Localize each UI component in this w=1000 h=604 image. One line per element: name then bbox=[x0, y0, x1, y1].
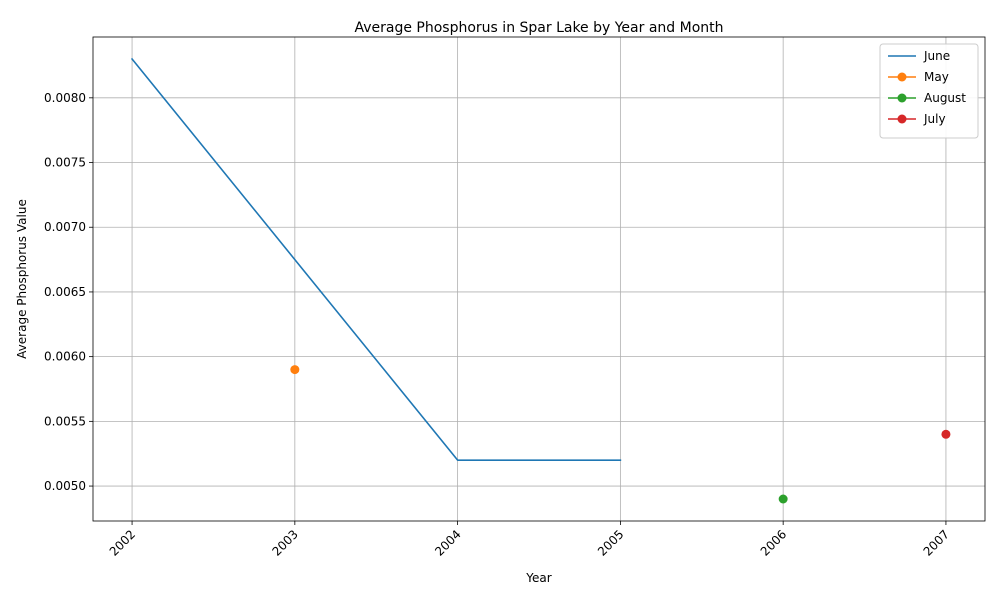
legend-marker-july bbox=[897, 114, 907, 124]
x-axis-label: Year bbox=[525, 571, 551, 585]
legend-label-august: August bbox=[924, 91, 966, 105]
legend-box bbox=[879, 43, 979, 139]
legend-label-may: May bbox=[924, 70, 949, 84]
y-tick-label: 0.0075 bbox=[44, 156, 86, 170]
legend-label-june: June bbox=[923, 49, 950, 63]
y-tick-label: 0.0055 bbox=[44, 414, 86, 428]
plot-frame bbox=[92, 36, 986, 522]
y-axis: 0.0050 0.0055 0.0060 0.0065 0.0070 0.0075 0.00… bbox=[44, 91, 93, 493]
legend: June May August July bbox=[879, 43, 979, 139]
y-tick-label: 0.0065 bbox=[44, 285, 86, 299]
y-tick-label: 0.0050 bbox=[44, 479, 86, 493]
y-tick-label: 0.0060 bbox=[44, 350, 86, 364]
legend-marker-august bbox=[897, 93, 907, 103]
y-tick-label: 0.0080 bbox=[44, 91, 86, 105]
chart-title: Average Phosphorus in Spar Lake by Year … bbox=[354, 20, 723, 36]
y-axis-label: Average Phosphorus Value bbox=[15, 199, 29, 359]
series-line-june bbox=[130, 57, 622, 461]
legend-marker-may bbox=[897, 72, 907, 82]
legend-label-july: July bbox=[923, 112, 946, 126]
data-point-july bbox=[941, 429, 951, 439]
y-tick-label: 0.0070 bbox=[44, 220, 86, 234]
data-point-may bbox=[290, 365, 300, 375]
data-point-august bbox=[778, 494, 788, 504]
series-layer bbox=[130, 57, 951, 504]
